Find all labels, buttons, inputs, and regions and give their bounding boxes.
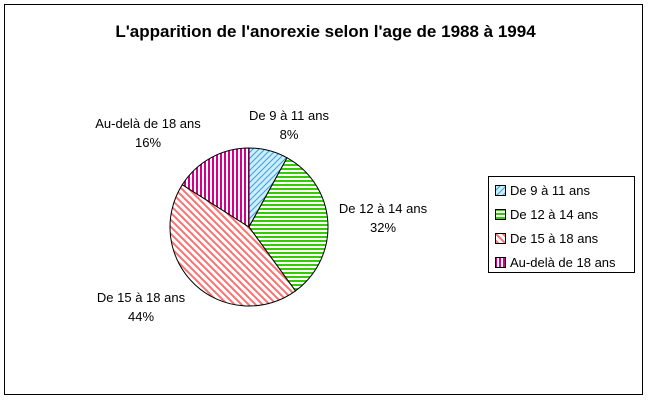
pie-slice-3 xyxy=(169,183,297,307)
chart-legend: De 9 à 11 ans De 12 à 14 ans De 15 à 18 an… xyxy=(488,176,635,273)
pie-slice-4 xyxy=(181,147,250,228)
legend-swatch xyxy=(495,184,506,196)
slice-name-label: De 9 à 11 ans xyxy=(249,108,329,123)
legend-label: De 15 à 18 ans xyxy=(510,230,599,246)
slice-percent-label: 32% xyxy=(370,220,396,235)
legend-item: De 9 à 11 ans xyxy=(495,180,590,200)
pie-slice-2 xyxy=(248,157,329,292)
legend-label: De 12 à 14 ans xyxy=(510,206,599,222)
legend-item: De 15 à 18 ans xyxy=(495,228,598,248)
legend-label: Au-delà de 18 ans xyxy=(510,254,616,270)
slice-percent-label: 8% xyxy=(280,127,299,142)
slice-name-label: De 15 à 18 ans xyxy=(97,290,186,305)
slice-name-label: De 12 à 14 ans xyxy=(339,201,428,216)
legend-item: De 12 à 14 ans xyxy=(495,204,598,224)
legend-label: De 9 à 11 ans xyxy=(510,182,590,198)
slice-percent-label: 44% xyxy=(128,309,154,324)
slice-percent-label: 16% xyxy=(135,135,161,150)
legend-swatch xyxy=(495,232,506,244)
legend-swatch xyxy=(495,208,506,220)
chart-title: L'apparition de l'anorexie selon l'age d… xyxy=(115,22,536,41)
legend-swatch xyxy=(495,256,506,268)
legend-item: Au-delà de 18 ans xyxy=(495,252,616,272)
slice-name-label: Au-delà de 18 ans xyxy=(95,116,201,131)
